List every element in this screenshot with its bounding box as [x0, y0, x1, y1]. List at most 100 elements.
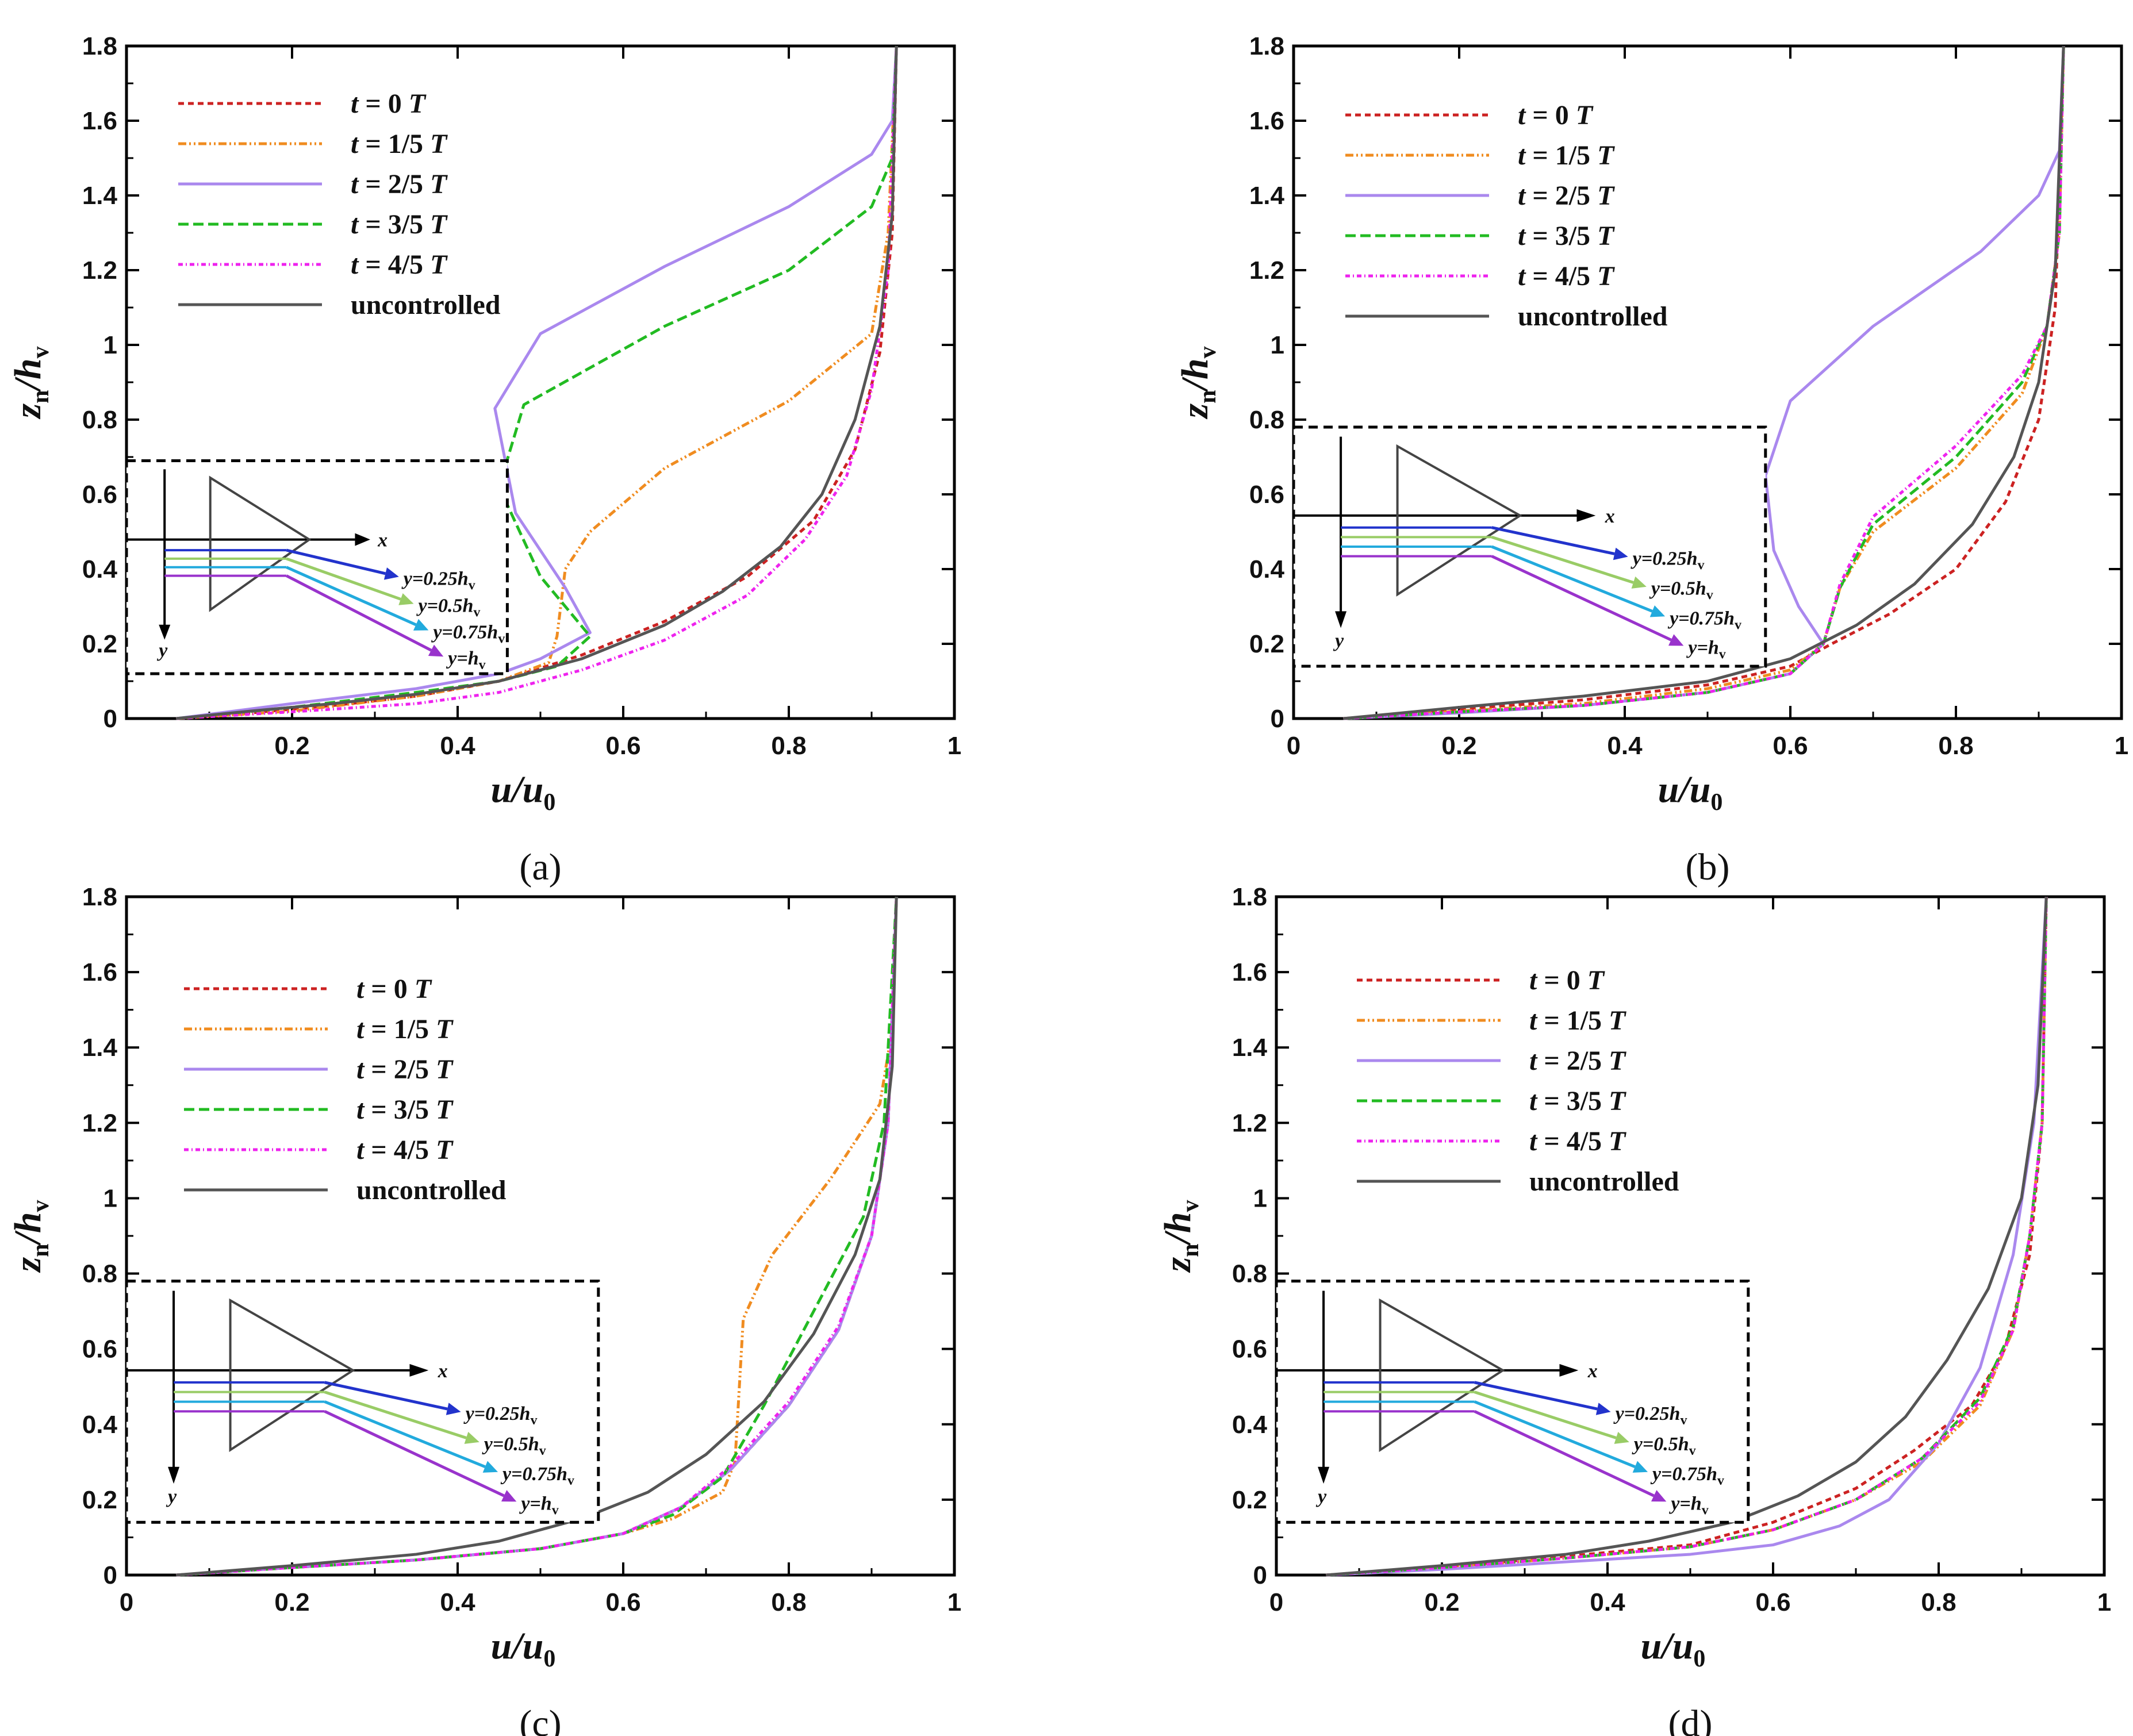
legend-label: uncontrolled	[351, 290, 501, 320]
legend-label-var: t	[1518, 100, 1526, 130]
y-axis-title-sub: v	[28, 346, 54, 358]
y-tick-label: 1.4	[1232, 1034, 1268, 1062]
inset-line-label-sub: v	[567, 1473, 574, 1488]
series-line-t0	[1343, 45, 2065, 720]
x-axis-title: u/u0	[491, 769, 556, 816]
legend-label: t = 0 T	[351, 89, 427, 119]
inset-line-label-sub: v	[498, 632, 505, 647]
inset-line-label-main: y=0.5h	[482, 1434, 539, 1455]
x-tick-label: 0.4	[440, 732, 475, 760]
legend-label: t = 3/5 T	[356, 1094, 454, 1125]
y-tick-label: 1.6	[1249, 107, 1284, 135]
inset-line-label-main: y=0.5h	[1649, 578, 1706, 600]
legend-label-unit: T	[430, 249, 448, 280]
legend-label: t = 4/5 T	[356, 1135, 454, 1165]
legend-label: t = 2/5 T	[356, 1054, 454, 1085]
y-tick-label: 1.8	[82, 32, 117, 60]
legend-label-var: t	[351, 249, 359, 280]
x-tick-label: 1	[947, 732, 961, 760]
series-line-t3	[176, 896, 898, 1577]
x-tick-label: 0	[1269, 1588, 1283, 1616]
inset-line-label-sub: v	[552, 1503, 559, 1518]
inset-arrowhead-1	[1595, 1403, 1611, 1415]
x-tick-label: 0.2	[274, 1588, 309, 1616]
x-tick-label: 0.2	[274, 732, 309, 760]
inset-arrow-1	[1491, 526, 1615, 555]
chart-panel-a: 0.2 0.4 0.6 0.8 1 0 0.2 0.4 0.6 0.8 1 1.2 1.4 1.6 1.8 u…	[7, 32, 961, 888]
y-axis-title-sub: n	[28, 390, 54, 404]
inset-line-label-main: y=0.75h	[1667, 608, 1735, 629]
x-tick-label: 1	[2115, 732, 2128, 760]
inset-triangle	[1396, 444, 1522, 597]
series-line-unc	[1326, 896, 2048, 1577]
inset-x-label: x	[1605, 506, 1615, 527]
y-tick-label: 0.4	[1249, 555, 1285, 583]
inset-arrow-3	[324, 1400, 486, 1469]
y-tick-label: 1.4	[82, 1034, 118, 1062]
y-tick-label: 1.6	[82, 107, 117, 135]
inset-arrow-4	[286, 574, 432, 652]
legend-label-value: = 0	[358, 89, 408, 119]
x-tick-label: 0.8	[771, 732, 806, 760]
y-tick-label: 0.6	[1232, 1335, 1267, 1364]
x-tick-label: 0.8	[1921, 1588, 1956, 1616]
y-tick-label: 0.8	[1249, 406, 1284, 434]
legend-label-var: t	[356, 1135, 365, 1165]
legend-label: t = 0 T	[1529, 965, 1605, 996]
inset-line-label-sub: v	[1680, 1413, 1687, 1428]
series-line-unc	[176, 45, 898, 720]
inset-arrowhead-1	[446, 1403, 461, 1415]
series-line-unc	[1343, 45, 2065, 720]
panel-caption: (d)	[1668, 1703, 1713, 1736]
y-axis-title-main: z	[7, 404, 49, 420]
legend-label-unit: T	[1609, 1046, 1626, 1076]
y-tick-label: 0.6	[82, 481, 117, 509]
legend-label-unit: T	[1609, 1126, 1626, 1157]
legend-label: t = 2/5 T	[1529, 1046, 1626, 1076]
inset-arrowhead-3	[482, 1461, 498, 1473]
legend-label: t = 1/5 T	[351, 129, 448, 159]
x-tick-label: 0.4	[440, 1588, 475, 1616]
legend-label-value: = 4/5	[358, 249, 430, 280]
y-tick-label: 1.4	[1249, 182, 1285, 210]
legend-label-var: t	[1518, 221, 1526, 251]
inset-line-label-1: y=0.25hv	[1613, 1403, 1687, 1428]
legend-label: t = 3/5 T	[1518, 221, 1615, 251]
inset-line-label-sub: v	[1717, 1473, 1724, 1488]
inset-line-label-sub: v	[1719, 647, 1726, 662]
legend-label-var: t	[1529, 1046, 1538, 1076]
series-line-t2	[176, 45, 898, 720]
inset-line-label-4: y=hv	[519, 1493, 558, 1518]
y-tick-label: 0.4	[82, 555, 118, 583]
inset-line-label-sub: v	[1689, 1443, 1696, 1458]
inset-arrow-2	[324, 1391, 467, 1439]
legend-label-value: = 0	[364, 974, 414, 1004]
legend-label: t = 0 T	[356, 974, 432, 1004]
legend-label-unit: T	[1609, 1005, 1626, 1036]
y-tick-label: 0.6	[1249, 481, 1284, 509]
chart-panel-d: 0 0.2 0.4 0.6 0.8 1 0 0.2 0.4 0.6 0.8 1 1.2 1.4 1.6 1.8…	[1157, 883, 2111, 1736]
legend-label: t = 3/5 T	[351, 209, 448, 240]
legend-label-var: t	[351, 89, 359, 119]
y-axis-title-sub: v	[1177, 1200, 1204, 1212]
panel-caption: (a)	[519, 846, 561, 888]
inset-x-arrowhead	[1576, 509, 1596, 522]
x-tick-label: 0.2	[1424, 1588, 1459, 1616]
y-tick-label: 0	[1271, 705, 1284, 733]
legend-label-unit: T	[430, 129, 448, 159]
inset-line-label-main: y=0.75h	[500, 1464, 567, 1485]
x-axis-title-main: u/u	[491, 769, 544, 811]
inset-line-label-4: y=hv	[1668, 1493, 1708, 1518]
y-axis-title: zn/hv	[7, 346, 54, 419]
inset-line-label-main: y=h	[1668, 1493, 1701, 1514]
y-axis-title-sub: n	[28, 1244, 54, 1257]
legend-label: t = 4/5 T	[1529, 1126, 1626, 1157]
legend-label-unit: T	[1576, 100, 1594, 130]
x-tick-label: 0.2	[1441, 732, 1476, 760]
inset-line-label-main: y=0.5h	[416, 595, 474, 616]
inset-arrowhead-4	[1668, 634, 1684, 646]
inset-line-label-4: y=hv	[1686, 637, 1725, 662]
